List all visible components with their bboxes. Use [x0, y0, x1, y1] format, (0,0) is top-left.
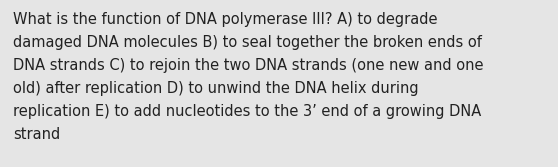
- Text: strand: strand: [13, 127, 60, 142]
- Text: old) after replication D) to unwind the DNA helix during: old) after replication D) to unwind the …: [13, 81, 418, 96]
- Text: replication E) to add nucleotides to the 3’ end of a growing DNA: replication E) to add nucleotides to the…: [13, 104, 481, 119]
- Text: DNA strands C) to rejoin the two DNA strands (one new and one: DNA strands C) to rejoin the two DNA str…: [13, 58, 483, 73]
- Text: damaged DNA molecules B) to seal together the broken ends of: damaged DNA molecules B) to seal togethe…: [13, 35, 482, 50]
- Text: What is the function of DNA polymerase III? A) to degrade: What is the function of DNA polymerase I…: [13, 12, 437, 27]
